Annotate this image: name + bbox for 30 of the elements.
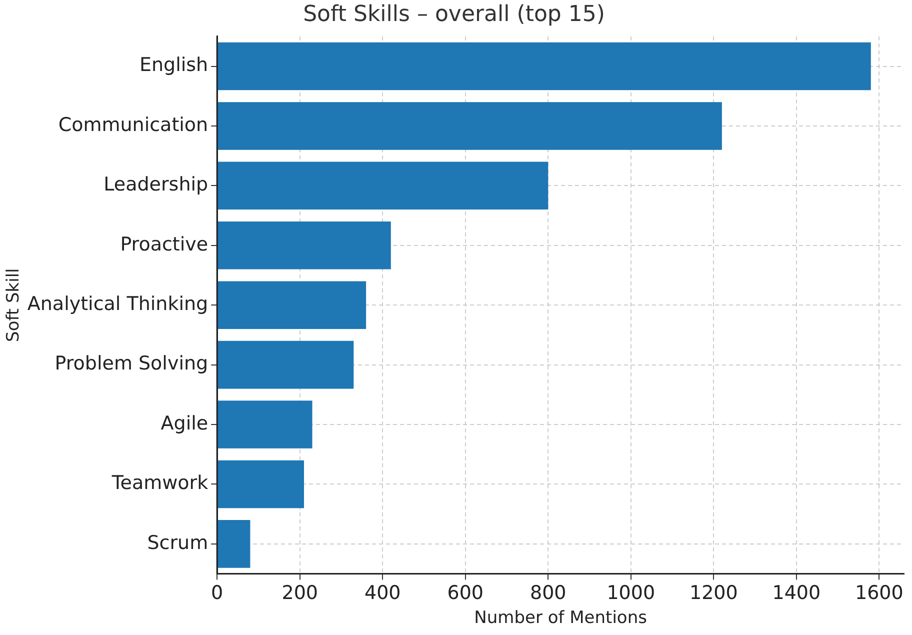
x-tick-label: 0 xyxy=(211,582,224,604)
x-tick-label: 400 xyxy=(364,582,401,604)
x-tick-label: 800 xyxy=(530,582,566,604)
x-tick-label: 1200 xyxy=(689,582,738,604)
y-tick-label: Problem Solving xyxy=(54,352,208,375)
x-axis-title: Number of Mentions xyxy=(474,608,648,628)
bar xyxy=(218,162,548,210)
y-tick-label: Communication xyxy=(58,114,208,136)
bar xyxy=(218,42,871,90)
y-tick-label: Leadership xyxy=(104,174,208,196)
bar xyxy=(218,281,366,329)
chart-title: Soft Skills – overall (top 15) xyxy=(303,2,605,27)
bar xyxy=(218,340,354,389)
x-tick-label: 200 xyxy=(282,582,318,604)
bar xyxy=(218,520,250,568)
y-tick-label: Proactive xyxy=(120,233,208,256)
x-tick-label: 1000 xyxy=(606,582,656,604)
bar xyxy=(218,400,312,448)
y-tick-label: Analytical Thinking xyxy=(27,293,208,316)
x-tick-label: 1600 xyxy=(854,582,904,604)
bar xyxy=(218,102,722,150)
y-axis-title: Soft Skill xyxy=(4,268,24,342)
y-tick-label: Teamwork xyxy=(110,472,208,494)
y-tick-label: English xyxy=(139,54,208,76)
bar xyxy=(218,222,391,270)
x-tick-label: 1400 xyxy=(772,582,821,604)
x-tick-label: 600 xyxy=(447,582,484,604)
y-tick-label: Agile xyxy=(160,412,208,434)
y-tick-label: Scrum xyxy=(147,532,208,554)
bar xyxy=(218,460,304,508)
